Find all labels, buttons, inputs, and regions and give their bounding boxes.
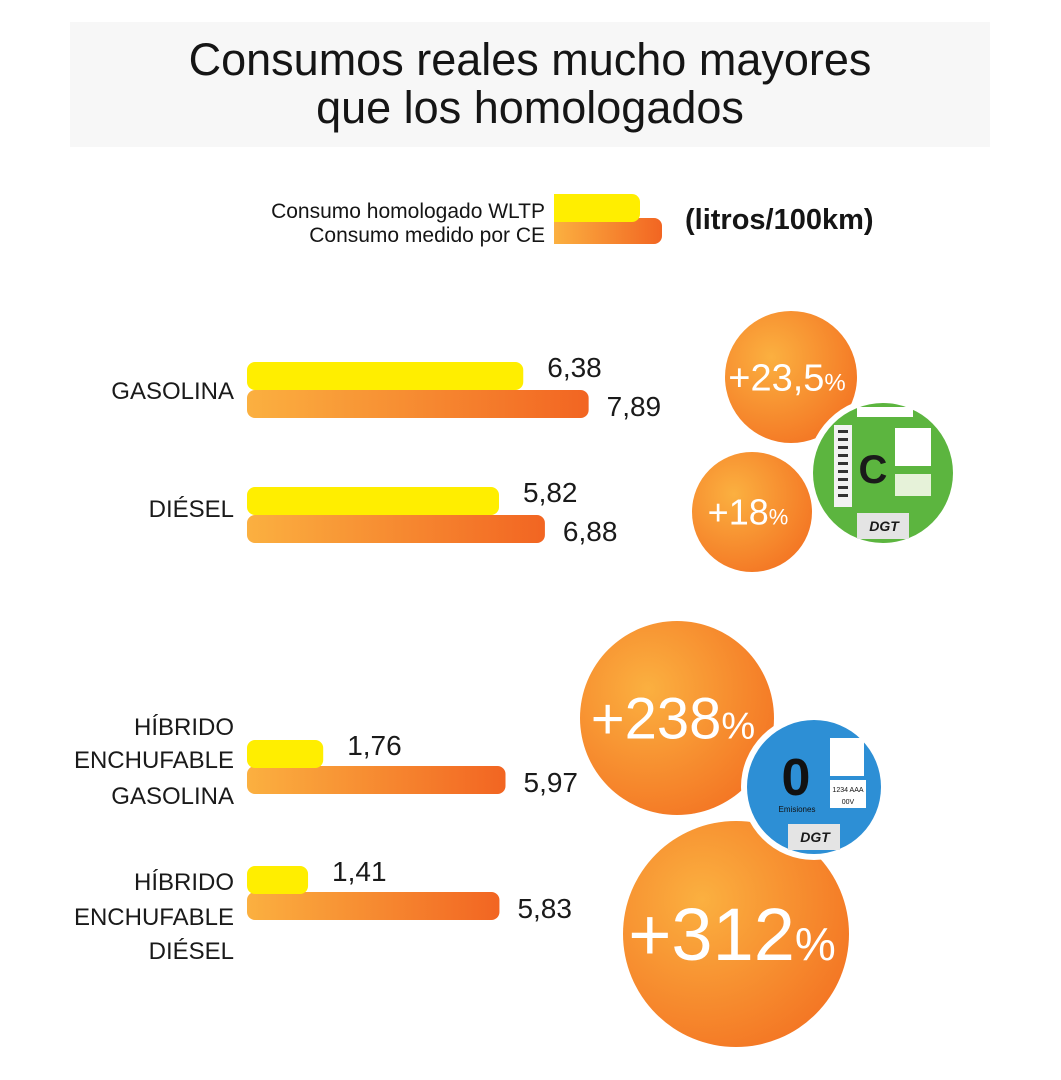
category-label: DIÉSEL bbox=[149, 496, 234, 523]
sticker-c-barcode-line bbox=[838, 462, 848, 465]
category-label: GASOLINA bbox=[111, 783, 234, 810]
category-label: HÍBRIDO bbox=[134, 714, 234, 741]
category-label: HÍBRIDO bbox=[134, 869, 234, 896]
legend-label-ce: Consumo medido por CE bbox=[309, 224, 545, 247]
bar-wltp bbox=[247, 866, 309, 894]
sticker-c-box bbox=[895, 428, 931, 466]
sticker-c-barcode-line bbox=[838, 438, 848, 441]
legend-swatch-wltp bbox=[554, 194, 640, 222]
value-label-wltp: 1,76 bbox=[347, 730, 402, 761]
sticker-c-barcode-line bbox=[838, 446, 848, 449]
percent-circle bbox=[692, 452, 812, 572]
bar-wltp bbox=[247, 740, 324, 768]
bar-ce bbox=[247, 515, 545, 543]
value-label-wltp: 6,38 bbox=[547, 352, 602, 383]
bar-ce bbox=[247, 390, 589, 418]
sticker-0-dgt: DGT bbox=[800, 829, 831, 845]
category-label: ENCHUFABLE bbox=[74, 904, 234, 931]
sticker-c-topbar bbox=[857, 407, 913, 417]
sticker-c-barcode-line bbox=[838, 486, 848, 489]
sticker-c-letter: C bbox=[859, 448, 888, 492]
percent-label: +238% bbox=[591, 686, 755, 751]
percent-circle bbox=[623, 821, 849, 1047]
percent-label: +312% bbox=[628, 893, 836, 976]
legend-label-wltp: Consumo homologado WLTP bbox=[271, 200, 545, 223]
value-label-ce: 5,97 bbox=[524, 767, 579, 798]
percent-label: +18% bbox=[708, 492, 789, 533]
sticker-0-extra: 00V bbox=[842, 799, 855, 806]
value-label-wltp: 1,41 bbox=[332, 856, 387, 887]
category-label: ENCHUFABLE bbox=[74, 747, 234, 774]
title-line-2: que los homologados bbox=[316, 82, 744, 133]
title-background bbox=[70, 22, 990, 147]
bar-wltp bbox=[247, 362, 524, 390]
title-line-1: Consumos reales mucho mayores bbox=[188, 34, 872, 85]
legend-swatch-ce bbox=[554, 218, 662, 244]
percent-circle bbox=[580, 621, 774, 815]
sticker-0-plate-box bbox=[830, 780, 866, 808]
category-label: GASOLINA bbox=[111, 378, 234, 405]
sticker-c-dgt-panel bbox=[857, 513, 909, 539]
bar-ce bbox=[247, 766, 506, 794]
sticker-c-barcode-line bbox=[838, 478, 848, 481]
chart-title: Consumos reales mucho mayores que los ho… bbox=[70, 36, 990, 132]
sticker-c-barcode-line bbox=[838, 430, 848, 433]
value-label-ce: 6,88 bbox=[563, 516, 618, 547]
sticker-0-dgt-panel bbox=[788, 824, 840, 850]
category-label: DIÉSEL bbox=[149, 938, 234, 965]
sticker-0-caption: Emisiones bbox=[779, 805, 816, 814]
value-label-wltp: 5,82 bbox=[523, 477, 578, 508]
units-label: (litros/100km) bbox=[685, 204, 874, 236]
percent-circle bbox=[725, 311, 857, 443]
sticker-c-barcode-line bbox=[838, 470, 848, 473]
percent-label: +23,5% bbox=[728, 357, 846, 399]
sticker-0-plate: 1234 AAA bbox=[832, 787, 863, 794]
sticker-0-box bbox=[830, 738, 864, 776]
value-label-ce: 5,83 bbox=[517, 893, 572, 924]
value-label-ce: 7,89 bbox=[607, 391, 662, 422]
bar-wltp bbox=[247, 487, 500, 515]
bar-ce bbox=[247, 892, 500, 920]
sticker-c-dgt: DGT bbox=[869, 518, 900, 534]
sticker-c-box2 bbox=[895, 474, 931, 496]
sticker-c-barcode-line bbox=[838, 454, 848, 457]
sticker-0-letter: 0 bbox=[782, 749, 811, 807]
sticker-c-barcode-line bbox=[838, 494, 848, 497]
